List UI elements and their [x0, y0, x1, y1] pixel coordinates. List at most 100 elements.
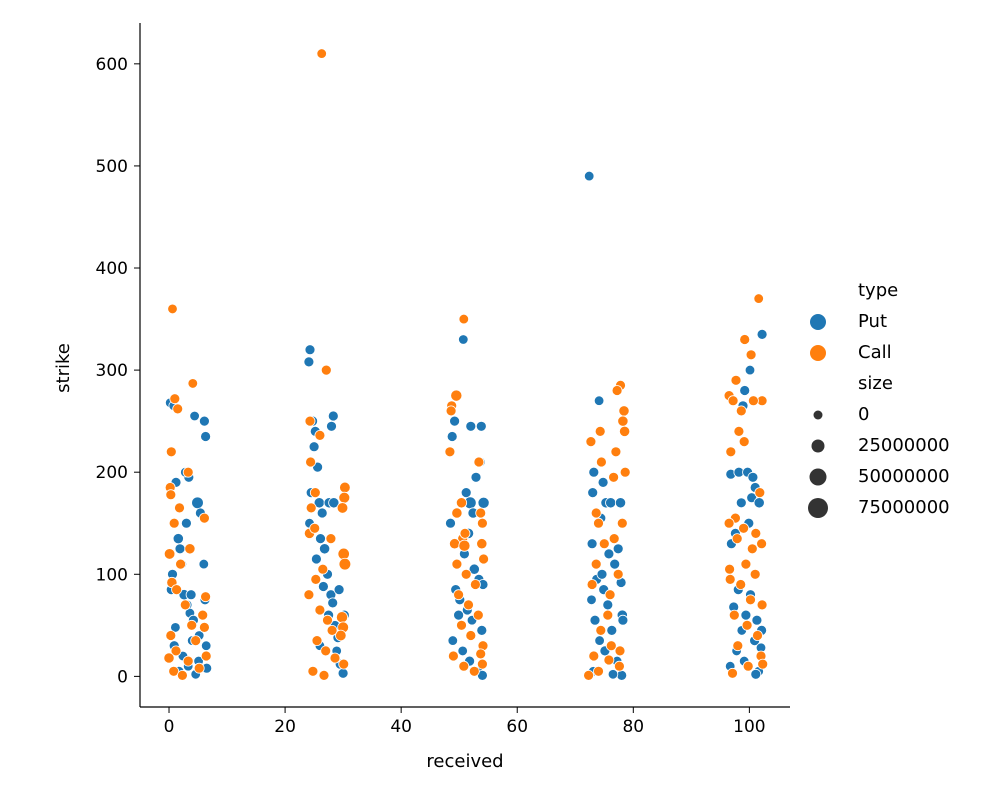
data-point-put	[587, 487, 599, 499]
x-tick-label: 80	[622, 717, 644, 737]
data-point-call	[730, 374, 742, 386]
data-point-call	[455, 497, 468, 509]
data-point-put	[327, 597, 339, 609]
data-point-call	[338, 491, 351, 504]
data-point-put	[189, 410, 200, 422]
data-point-put	[303, 356, 315, 368]
data-point-put	[468, 563, 480, 575]
data-point-call	[604, 589, 616, 601]
data-point-put	[310, 553, 322, 565]
x-tick-label: 40	[390, 717, 412, 737]
legend-size-1-label: 25000000	[858, 435, 950, 456]
data-point-call	[476, 658, 488, 670]
legend-size-0-marker	[813, 410, 823, 420]
legend-size-2-marker	[809, 468, 827, 486]
data-point-call	[167, 303, 178, 315]
data-point-call	[163, 548, 176, 560]
data-point-put	[616, 669, 628, 681]
data-point-call	[336, 502, 349, 514]
data-point-call	[745, 349, 757, 361]
data-point-call	[616, 517, 628, 529]
data-point-call	[473, 456, 485, 468]
data-point-put	[753, 497, 765, 509]
data-point-put	[583, 170, 595, 182]
data-point-call	[449, 538, 461, 550]
data-point-put	[317, 581, 329, 592]
data-point-put	[750, 668, 762, 680]
y-tick-label: 400	[96, 259, 128, 279]
data-point-call	[745, 594, 756, 606]
data-point-call	[316, 48, 327, 59]
legend-call-marker	[810, 345, 826, 361]
data-point-call	[590, 507, 602, 519]
data-point-put	[198, 415, 210, 427]
data-point-call	[731, 533, 743, 545]
data-point-call	[303, 589, 315, 601]
data-point-call	[463, 599, 474, 611]
axes-layer	[139, 23, 790, 708]
data-point-put	[198, 558, 210, 570]
data-point-put	[593, 395, 605, 406]
data-point-call	[590, 558, 602, 570]
data-point-call	[756, 538, 768, 550]
data-point-call	[198, 512, 210, 524]
data-point-call	[739, 334, 751, 345]
data-point-call	[619, 425, 631, 437]
data-point-call	[735, 405, 747, 417]
data-point-call	[305, 456, 317, 468]
data-point-call	[168, 517, 180, 529]
data-point-call	[612, 568, 624, 580]
data-point-put	[602, 599, 614, 611]
data-point-call	[618, 405, 630, 417]
data-point-call	[614, 645, 626, 657]
data-point-call	[595, 456, 607, 468]
data-point-call	[184, 543, 196, 555]
data-point-put	[447, 635, 459, 646]
data-point-call	[175, 558, 187, 570]
data-point-call	[727, 667, 738, 679]
data-point-call	[724, 573, 736, 585]
data-point-call	[451, 558, 463, 570]
ticks-layer: 0 20 40 60 80 100 0 100 200 300 400 500 600	[96, 55, 766, 737]
legend-hue-title: type	[858, 280, 898, 301]
data-point-call	[740, 558, 752, 570]
data-point-call	[478, 553, 490, 565]
data-point-call	[738, 436, 750, 448]
data-point-call	[746, 543, 758, 555]
data-point-call	[613, 660, 625, 672]
data-point-call	[752, 630, 763, 641]
data-point-call	[610, 446, 622, 458]
data-point-call	[169, 393, 181, 405]
data-point-put	[465, 420, 477, 432]
data-point-put	[751, 614, 763, 626]
data-point-call	[451, 507, 463, 519]
x-tick-label: 60	[506, 717, 528, 737]
data-point-put	[316, 507, 328, 519]
y-tick-label: 200	[96, 463, 128, 483]
data-point-call	[608, 533, 620, 545]
data-point-put	[756, 328, 768, 340]
data-point-call	[174, 502, 185, 514]
data-point-call	[725, 446, 737, 458]
data-point-call	[741, 619, 753, 631]
data-point-put	[449, 415, 461, 427]
legend: type Put Call size 0 25000000 50000000 7…	[808, 280, 950, 518]
data-point-call	[472, 609, 484, 621]
data-point-call	[459, 527, 471, 539]
data-point-call	[182, 655, 194, 667]
data-point-put	[333, 584, 345, 596]
data-point-call	[338, 658, 350, 670]
data-point-put	[597, 476, 609, 488]
data-point-call	[310, 573, 322, 585]
data-point-put	[617, 614, 629, 626]
data-point-call	[176, 669, 188, 681]
data-point-call	[305, 502, 317, 514]
data-point-call	[756, 599, 768, 611]
legend-size-title: size	[858, 373, 893, 394]
data-point-call	[445, 405, 457, 417]
legend-put-label: Put	[858, 311, 887, 332]
x-axis-title: received	[426, 751, 503, 772]
data-point-call	[733, 425, 745, 437]
y-axis-title: strike	[53, 343, 74, 393]
data-point-put	[605, 497, 617, 509]
